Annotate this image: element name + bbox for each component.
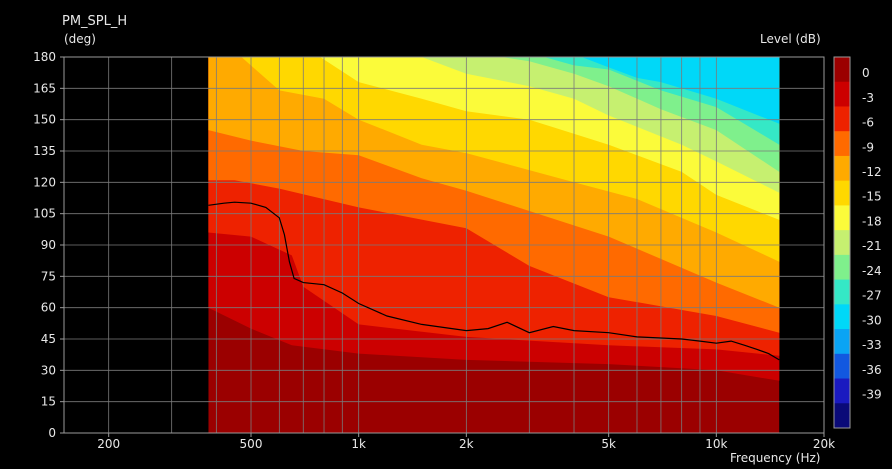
colorbar-swatch xyxy=(834,329,850,355)
colorbar-swatch xyxy=(834,81,850,107)
x-tick-label: 500 xyxy=(240,437,263,451)
y-tick-label: 30 xyxy=(41,363,56,377)
colorbar-tick-label: -3 xyxy=(862,91,874,105)
colorbar-swatch xyxy=(834,106,850,132)
x-tick-label: 5k xyxy=(601,437,616,451)
colorbar-tick-label: -39 xyxy=(862,388,882,402)
y-tick-label: 105 xyxy=(33,207,56,221)
y-tick-label: 180 xyxy=(33,50,56,64)
y-tick-label: 15 xyxy=(41,395,56,409)
colorbar: 0 -3 -6 -9 -12 -15 -18 -21 -24 -27 -30 -33 -36 -39 xyxy=(833,56,882,429)
colorbar-swatch xyxy=(834,131,850,157)
colorbar-swatch xyxy=(834,378,850,404)
y-tick-label: 75 xyxy=(41,269,56,283)
x-tick-label: 200 xyxy=(97,437,120,451)
contour-band-8 xyxy=(208,57,780,172)
x-tick-label: 20k xyxy=(813,437,835,451)
colorbar-tick-label: -9 xyxy=(862,140,874,154)
x-tick-label: 10k xyxy=(705,437,727,451)
colorbar-tick-label: -30 xyxy=(862,313,882,327)
y-tick-label: 135 xyxy=(33,144,56,158)
y-tick-label: 60 xyxy=(41,301,56,315)
colorbar-swatch xyxy=(834,279,850,305)
grid xyxy=(64,57,824,433)
y-axis: 0 15 30 45 60 75 90 105 120 135 150 165 180 xyxy=(33,50,64,440)
contour-band-9 xyxy=(208,57,780,145)
colorbar-swatch xyxy=(834,304,850,330)
chart-title: PM_SPL_H xyxy=(62,14,128,29)
colorbar-tick-label: -33 xyxy=(862,338,882,352)
colorbar-swatch xyxy=(834,205,850,231)
y-axis-label: (deg) xyxy=(64,32,96,46)
colorbar-swatch xyxy=(834,180,850,206)
x-tick-label: 2k xyxy=(459,437,474,451)
colorbar-swatch xyxy=(834,155,850,182)
colorbar-tick-label: -15 xyxy=(862,190,882,204)
y-tick-label: 45 xyxy=(41,332,56,346)
colorbar-tick-label: -12 xyxy=(862,165,882,179)
y-tick-label: 0 xyxy=(48,426,56,440)
colorbar-swatch xyxy=(834,57,850,83)
colorbar-label: Level (dB) xyxy=(760,32,821,46)
y-tick-label: 150 xyxy=(33,113,56,127)
y-tick-label: 90 xyxy=(41,238,56,252)
colorbar-swatch xyxy=(834,353,850,380)
colorbar-swatch xyxy=(834,230,850,256)
contour-band-10 xyxy=(208,57,780,124)
colorbar-swatch xyxy=(834,254,850,281)
y-tick-label: 120 xyxy=(33,175,56,189)
x-tick-label: 1k xyxy=(351,437,366,451)
colorbar-swatch xyxy=(834,403,850,429)
colorbar-frame xyxy=(833,56,851,429)
colorbar-tick-label: -21 xyxy=(862,239,882,253)
x-axis: 200 500 1k 2k 5k 10k 20k xyxy=(97,433,835,451)
colorbar-tick-label: -18 xyxy=(862,214,882,228)
contour-fills xyxy=(208,57,780,433)
colorbar-tick-label: -36 xyxy=(862,363,882,377)
y-tick-label: 165 xyxy=(33,81,56,95)
minus6-db-line xyxy=(208,201,780,361)
colorbar-tick-label: -27 xyxy=(862,289,882,303)
x-axis-label: Frequency (Hz) xyxy=(730,451,821,465)
colorbar-tick-label: -24 xyxy=(862,264,882,278)
colorbar-tick-label: 0 xyxy=(862,66,870,80)
colorbar-tick-label: -6 xyxy=(862,116,874,130)
